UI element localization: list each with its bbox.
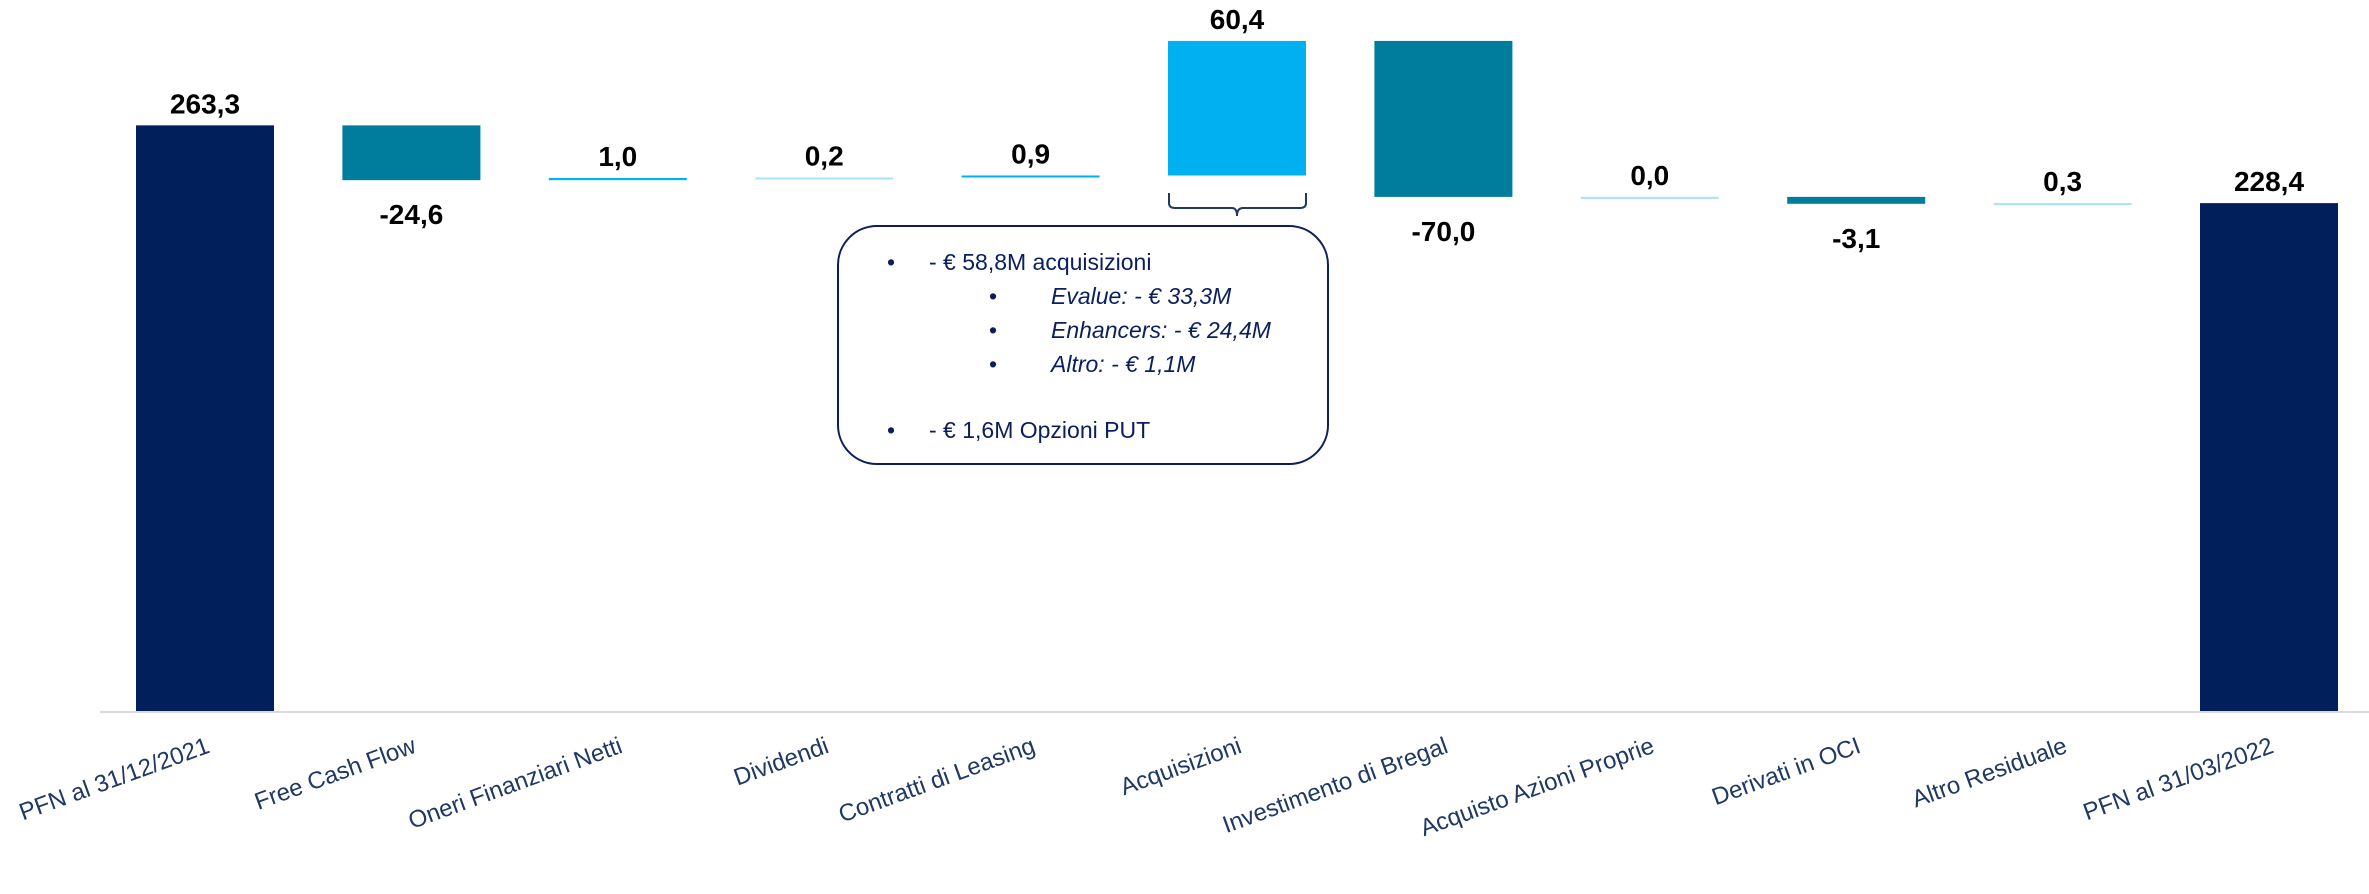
bar-acquisto-azioni-proprie bbox=[1580, 196, 1719, 199]
acquisizioni-bracket bbox=[1168, 193, 1307, 217]
value-label-contratti-di-leasing: 0,9 bbox=[1011, 138, 1050, 169]
value-label-pfn-al-31-12-2021: 263,3 bbox=[170, 88, 240, 119]
value-label-dividendi: 0,2 bbox=[805, 141, 844, 172]
x-tick-derivati-in-oci: Derivati in OCI bbox=[1708, 732, 1864, 811]
x-tick-acquisizioni: Acquisizioni bbox=[1117, 732, 1245, 801]
x-tick-free-cash-flow: Free Cash Flow bbox=[251, 732, 420, 816]
acquisizioni-callout-box: • - € 58,8M acquisizioni • Evalue: - € 3… bbox=[837, 225, 1329, 465]
value-label-derivati-in-oci: -3,1 bbox=[1832, 223, 1880, 254]
bar-contratti-di-leasing bbox=[961, 175, 1100, 178]
bars-group bbox=[136, 40, 2338, 712]
x-tick-investimento-di-bregal: Investimento di Bregal bbox=[1219, 732, 1451, 839]
x-tick-contratti-di-leasing: Contratti di Leasing bbox=[835, 732, 1039, 828]
bar-derivati-in-oci bbox=[1787, 196, 1926, 204]
x-tick-pfn-al-31-12-2021: PFN al 31/12/2021 bbox=[16, 732, 213, 826]
x-tick-acquisto-azioni-proprie: Acquisto Azioni Proprie bbox=[1417, 732, 1658, 842]
bar-oneri-finanziari-netti bbox=[548, 177, 687, 181]
callout-line-acquisizioni: - € 58,8M acquisizioni bbox=[929, 249, 1152, 275]
bar-pfn-al-31-12-2021 bbox=[136, 125, 274, 712]
x-tick-dividendi: Dividendi bbox=[730, 732, 832, 791]
value-label-acquisizioni: 60,4 bbox=[1210, 4, 1265, 35]
bar-acquisizioni bbox=[1168, 40, 1306, 176]
callout-sub-enhancers: Enhancers: - € 24,4M bbox=[1051, 317, 1271, 343]
bullet-icon: • bbox=[989, 283, 998, 309]
value-label-investimento-di-bregal: -70,0 bbox=[1411, 216, 1475, 247]
value-label-acquisto-azioni-proprie: 0,0 bbox=[1630, 160, 1669, 191]
value-label-free-cash-flow: -24,6 bbox=[379, 199, 443, 230]
bar-free-cash-flow bbox=[342, 125, 481, 181]
bullet-icon: • bbox=[887, 417, 896, 443]
value-labels-group: 263,3 -24,6 1,0 0,2 0,9 60,4 -70,0 0,0 -3,1 0,3 22… bbox=[170, 4, 2304, 254]
callout-sub-altro: Altro: - € 1,1M bbox=[1051, 351, 1196, 377]
bar-altro-residuale bbox=[1993, 203, 2132, 206]
bullet-icon: • bbox=[989, 317, 998, 343]
value-label-altro-residuale: 0,3 bbox=[2043, 166, 2082, 197]
x-tick-oneri-finanziari-netti: Oneri Finanziari Netti bbox=[405, 732, 626, 834]
value-label-pfn-al-31-03-2022: 228,4 bbox=[2234, 166, 2304, 197]
x-tick-altro-residuale: Altro Residuale bbox=[1908, 732, 2070, 813]
value-label-oneri-finanziari-netti: 1,0 bbox=[598, 141, 637, 172]
bar-investimento-di-bregal bbox=[1374, 40, 1513, 197]
bullet-icon: • bbox=[989, 351, 998, 377]
bullet-icon: • bbox=[887, 249, 896, 275]
bar-dividendi bbox=[755, 177, 894, 180]
callout-sub-evalue: Evalue: - € 33,3M bbox=[1051, 283, 1232, 309]
callout-line-opzioni-put: - € 1,6M Opzioni PUT bbox=[929, 417, 1151, 443]
bar-pfn-al-31-03-2022 bbox=[2200, 203, 2338, 712]
x-tick-pfn-al-31-03-2022: PFN al 31/03/2022 bbox=[2080, 732, 2277, 826]
